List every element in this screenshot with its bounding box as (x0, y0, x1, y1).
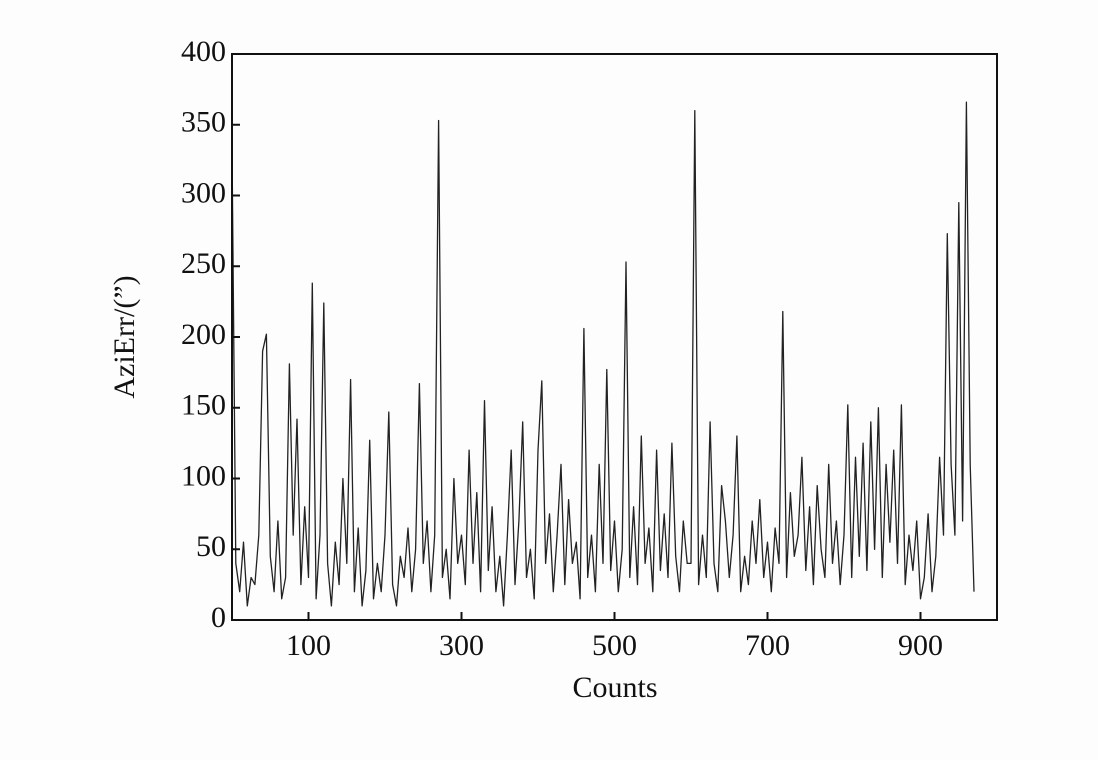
y-tick-label: 50 (196, 530, 226, 563)
y-tick-label: 150 (181, 389, 226, 422)
x-axis-label: Counts (572, 671, 657, 704)
y-tick-label: 300 (181, 176, 226, 209)
x-tick-label: 100 (286, 629, 331, 662)
y-tick-label: 100 (181, 459, 226, 492)
x-tick-label: 500 (592, 629, 637, 662)
y-tick-label: 0 (211, 601, 226, 634)
y-axis-label: AziErr/(”) (108, 275, 141, 398)
x-tick-label: 700 (745, 629, 790, 662)
y-tick-label: 200 (181, 318, 226, 351)
y-tick-label: 350 (181, 106, 226, 139)
y-tick-label: 250 (181, 247, 226, 280)
y-tick-label: 400 (181, 35, 226, 68)
data-line (231, 101, 975, 607)
x-tick-label: 300 (439, 629, 484, 662)
x-tick-label: 900 (898, 629, 943, 662)
